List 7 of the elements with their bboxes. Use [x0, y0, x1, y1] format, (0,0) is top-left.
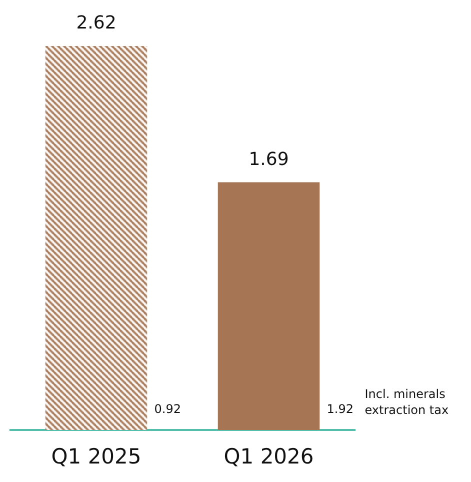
- data-label: 2.62: [76, 12, 116, 34]
- text: Incl. minerals extraction tax: [364, 387, 449, 417]
- annotation: 1.92: [326, 402, 354, 416]
- annotation: 0.92: [154, 402, 181, 416]
- data-label: 1.69: [248, 148, 289, 170]
- x-tick-label: Q1 2025: [51, 444, 142, 468]
- x-tick-label: Q1 2026: [224, 444, 314, 468]
